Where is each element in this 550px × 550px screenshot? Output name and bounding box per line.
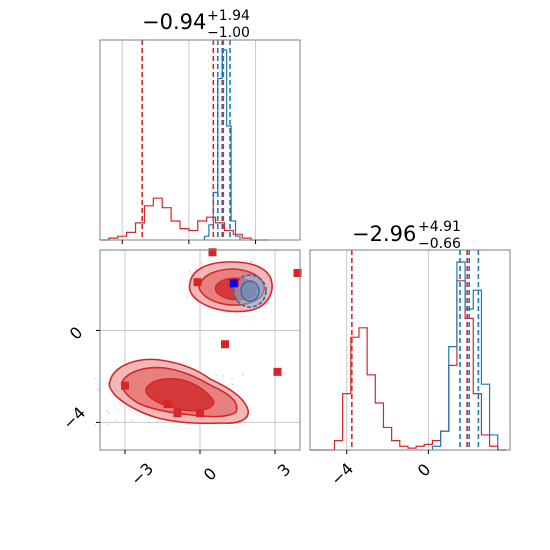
marginal-y-title-plus: +4.91 — [418, 219, 461, 235]
histogram-series — [431, 261, 506, 451]
panel-frame — [99, 39, 301, 241]
red-marker — [221, 340, 229, 349]
marginal-x-title-minus: −1.00 — [207, 25, 250, 41]
sample-point — [231, 383, 234, 386]
marginal-y-x-tick-label: −4 — [327, 459, 357, 489]
sample-point — [94, 423, 97, 426]
sample-point — [200, 261, 203, 264]
marginal-x-panel — [99, 39, 301, 244]
marginal-x-title-plus: +1.94 — [207, 8, 250, 24]
sample-point — [230, 377, 233, 380]
sample-point — [105, 410, 108, 412]
joint-x-tick-labels: −3 0 3 — [127, 459, 294, 489]
marginal-y-title: −2.96 +4.91 −0.66 — [352, 219, 461, 252]
sample-point — [188, 270, 191, 273]
sample-point — [118, 403, 121, 406]
sample-point — [222, 375, 225, 377]
red-marker — [208, 248, 217, 257]
sample-point — [131, 419, 134, 422]
histogram-series — [203, 49, 241, 240]
joint-x-tick-label: 3 — [274, 460, 295, 481]
marginal-y-title-value: −2.96 — [352, 222, 416, 246]
sample-point — [186, 296, 189, 299]
joint-density-panel — [94, 248, 302, 454]
red-marker — [193, 278, 202, 287]
red-marker — [163, 400, 172, 409]
marginal-y-panel — [309, 249, 511, 454]
sample-point — [156, 420, 159, 423]
red-marker — [173, 409, 182, 418]
marginal-y-x-tick-label: 0 — [414, 460, 435, 481]
histogram-series — [310, 280, 506, 451]
marginal-y-title-minus: −0.66 — [418, 236, 461, 252]
sample-point — [97, 388, 100, 391]
sample-point — [241, 373, 244, 376]
marginal-x-title: −0.94 +1.94 −1.00 — [142, 8, 250, 41]
marginal-y-x-tick-labels: −4 0 — [327, 459, 434, 489]
red-marker — [121, 381, 129, 390]
sample-point — [109, 421, 111, 424]
joint-y-tick-label: 0 — [66, 323, 87, 344]
sample-point — [107, 411, 110, 414]
sample-point — [94, 377, 97, 380]
blue-contour-inner — [240, 280, 260, 302]
joint-x-tick-label: 0 — [200, 464, 221, 485]
joint-x-tick-label: −3 — [127, 459, 157, 489]
sample-point — [116, 408, 119, 411]
red-marker — [196, 409, 204, 418]
panel-frame — [309, 249, 511, 451]
joint-y-tick-label: −4 — [59, 403, 89, 433]
histogram-series — [100, 197, 269, 241]
red-marker — [293, 268, 302, 277]
blue-marker — [229, 279, 238, 288]
sample-point — [106, 423, 109, 426]
sample-point — [190, 273, 193, 276]
marginal-x-title-value: −0.94 — [142, 10, 206, 34]
sample-point — [194, 268, 197, 270]
joint-y-tick-labels: 0 −4 — [59, 323, 89, 433]
sample-point — [114, 419, 117, 422]
sample-point — [249, 261, 252, 263]
red-marker — [273, 367, 282, 376]
sample-point — [215, 374, 218, 377]
